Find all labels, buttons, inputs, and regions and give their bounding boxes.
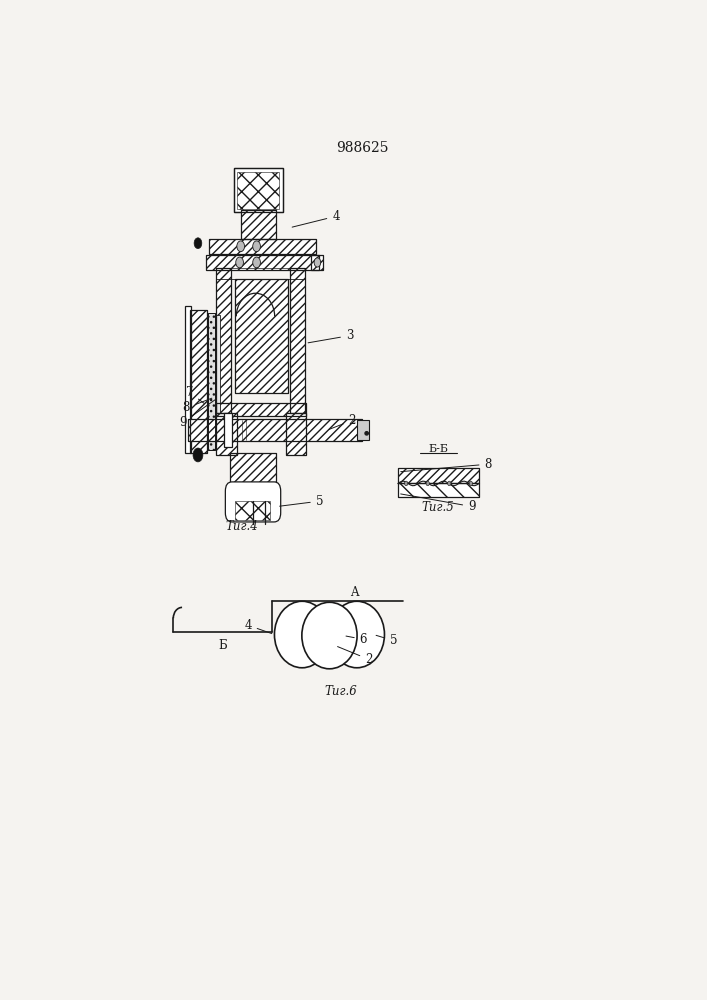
Circle shape (193, 448, 203, 462)
Bar (230, 453, 276, 501)
Text: 5: 5 (280, 495, 323, 508)
Bar (238, 172, 279, 209)
Text: 3: 3 (308, 329, 354, 343)
FancyBboxPatch shape (226, 482, 281, 522)
Circle shape (237, 241, 245, 252)
Bar (206, 255, 319, 270)
Text: Τиг.4: Τиг.4 (226, 520, 258, 533)
Bar (190, 310, 206, 453)
Bar (233, 168, 283, 212)
Bar (286, 413, 306, 455)
Bar (311, 255, 323, 270)
Circle shape (235, 257, 243, 268)
Bar (398, 468, 479, 483)
Circle shape (448, 481, 451, 486)
Text: 8: 8 (182, 398, 212, 414)
Text: Τиг.6: Τиг.6 (324, 685, 357, 698)
Text: 9: 9 (401, 494, 476, 513)
Text: A: A (350, 586, 358, 599)
Ellipse shape (274, 601, 329, 668)
Bar (188, 419, 363, 441)
Bar (209, 239, 316, 254)
Bar (357, 420, 369, 440)
Text: 988625: 988625 (336, 141, 389, 155)
Ellipse shape (329, 601, 385, 668)
Text: 2: 2 (337, 647, 373, 666)
Bar (208, 312, 215, 450)
Bar (216, 413, 237, 455)
Text: 4: 4 (245, 619, 271, 634)
Bar (206, 255, 319, 270)
Text: 6: 6 (346, 633, 367, 646)
Text: 9: 9 (179, 399, 216, 429)
Bar (235, 501, 270, 520)
Bar (233, 168, 283, 212)
Bar (290, 268, 305, 413)
Bar (209, 239, 316, 254)
Circle shape (404, 481, 408, 486)
Text: 7: 7 (186, 386, 204, 403)
Text: 4: 4 (292, 210, 339, 227)
Text: Б-Б: Б-Б (428, 444, 448, 454)
Circle shape (194, 238, 201, 249)
Bar (311, 255, 323, 270)
Bar (235, 279, 288, 393)
Bar (216, 413, 237, 455)
Bar (235, 279, 288, 393)
Text: Τиг.5: Τиг.5 (421, 501, 455, 514)
Circle shape (253, 257, 260, 268)
Ellipse shape (302, 602, 357, 669)
Text: 2: 2 (329, 414, 356, 429)
Circle shape (426, 481, 429, 486)
Text: 5: 5 (376, 634, 397, 647)
Bar (230, 453, 276, 501)
Bar (224, 413, 232, 447)
Bar (216, 403, 306, 416)
Bar (188, 419, 363, 441)
Bar (398, 483, 479, 497)
Bar (216, 315, 220, 447)
Bar (240, 210, 276, 239)
Bar (290, 268, 305, 413)
Bar (216, 268, 231, 413)
Bar (216, 403, 306, 416)
Bar (240, 210, 276, 239)
Text: Б: Б (218, 639, 227, 652)
Bar (185, 306, 192, 453)
Circle shape (314, 258, 321, 267)
Bar (190, 310, 206, 453)
Circle shape (469, 481, 472, 486)
Bar (286, 413, 306, 455)
Text: 8: 8 (401, 458, 492, 472)
Bar (216, 268, 231, 413)
Bar (398, 468, 479, 483)
Bar (208, 312, 215, 450)
Circle shape (253, 241, 260, 252)
Bar (398, 483, 479, 497)
